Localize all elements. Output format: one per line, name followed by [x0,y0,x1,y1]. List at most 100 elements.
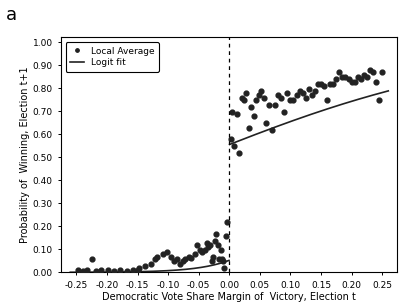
Point [207,243,214,248]
Point [236,150,242,155]
Point [245,125,252,130]
Point [364,75,370,79]
Point [260,95,267,100]
Point [243,91,249,96]
Point [330,82,337,87]
Point [89,256,95,261]
Point [197,247,203,252]
Point [241,98,247,103]
Point [75,268,81,273]
Point [194,243,201,248]
Point [171,259,177,264]
Point [84,268,91,273]
Point [351,79,358,84]
X-axis label: Democratic Vote Share Margin of  Victory, Election t: Democratic Vote Share Margin of Victory,… [102,292,356,302]
Point [321,84,327,89]
Point [173,257,180,261]
Point [216,257,222,261]
Point [342,75,349,79]
Point [168,254,174,259]
Point [219,257,225,261]
Text: a: a [6,6,17,23]
Point [154,254,160,259]
Point [266,102,272,107]
Point [256,93,262,98]
Point [281,109,287,114]
Point [324,98,330,103]
Point [287,98,294,103]
Point [348,79,355,84]
Point [209,259,215,264]
Point [379,70,385,75]
Legend: Local Average, Logit fit: Local Average, Logit fit [66,42,159,72]
Point [202,247,208,252]
Point [233,111,240,116]
Point [117,268,124,273]
Point [213,231,220,236]
Point [135,265,142,270]
Point [370,70,376,75]
Point [123,269,130,274]
Point [182,257,189,261]
Point [327,82,333,87]
Point [272,102,278,107]
Point [248,104,255,109]
Point [105,268,111,273]
Point [345,77,352,82]
Point [315,82,321,87]
Point [303,95,309,100]
Point [210,254,216,259]
Point [148,261,154,266]
Point [231,144,237,148]
Point [221,266,228,271]
Point [258,88,264,93]
Point [111,269,118,274]
Point [93,269,99,274]
Point [223,233,229,238]
Point [373,79,379,84]
Point [284,91,291,96]
Point [305,86,312,91]
Point [296,88,303,93]
Point [177,261,184,266]
Point [251,114,257,119]
Point [357,77,364,82]
Point [361,72,367,77]
Point [192,252,198,257]
Point [180,259,186,264]
Point [199,249,206,254]
Point [333,77,339,82]
Point [336,70,343,75]
Point [218,247,224,252]
Point [129,268,136,273]
Point [152,257,158,261]
Point [214,243,221,248]
Point [220,259,226,264]
Point [376,98,382,103]
Point [312,88,318,93]
Y-axis label: Probability of  Winning, Election t+1: Probability of Winning, Election t+1 [20,67,30,243]
Point [142,263,148,268]
Point [269,128,275,132]
Point [253,98,260,103]
Point [263,121,269,126]
Point [160,252,166,257]
Point [212,238,218,243]
Point [204,240,210,245]
Point [318,82,324,87]
Point [205,245,212,250]
Point [224,220,231,225]
Point [164,249,170,254]
Point [275,93,281,98]
Point [278,95,285,100]
Point [227,136,234,141]
Point [186,254,192,259]
Point [339,75,346,79]
Point [290,98,297,103]
Point [309,93,315,98]
Point [79,269,86,274]
Point [355,75,361,79]
Point [293,93,300,98]
Point [98,268,104,273]
Point [229,110,236,115]
